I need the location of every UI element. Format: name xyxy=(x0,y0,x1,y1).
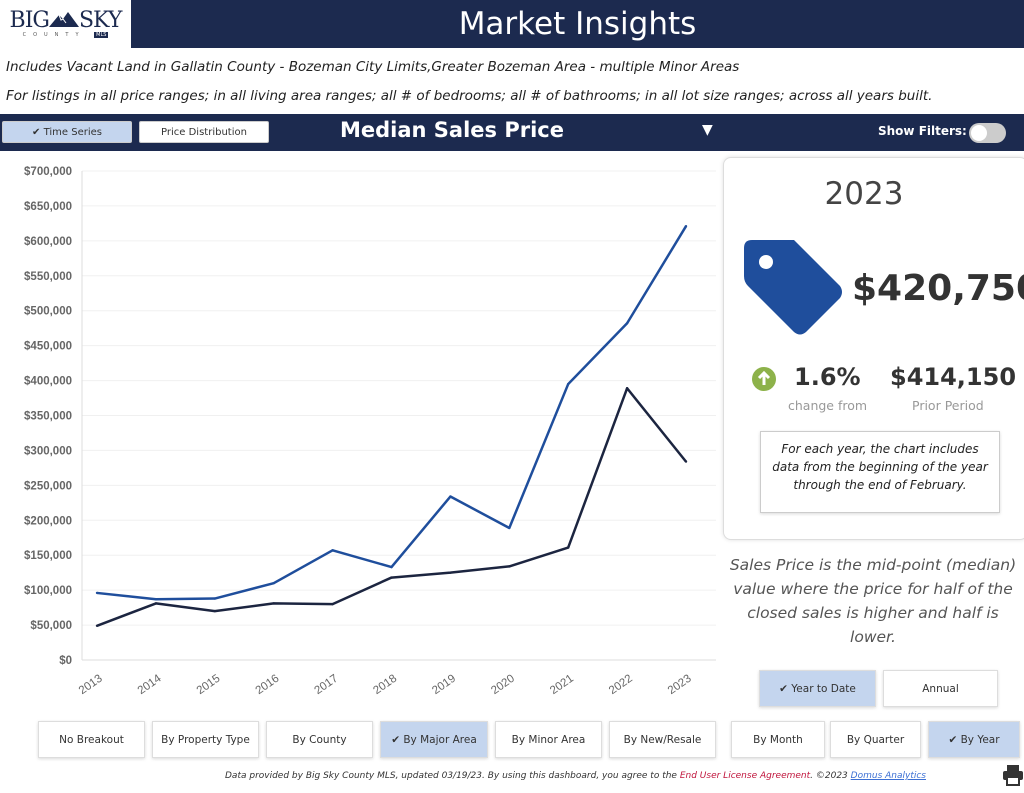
x-tick-label: 2014 xyxy=(136,672,164,697)
prior-caption: Prior Period xyxy=(912,398,984,413)
caret-down-icon[interactable]: ▼ xyxy=(702,122,713,138)
data-point xyxy=(95,591,99,595)
show-filters-toggle[interactable] xyxy=(969,123,1006,143)
x-tick-label: 2019 xyxy=(430,673,458,698)
by-year-button[interactable]: ✔ By Year xyxy=(928,721,1020,758)
by-major-area-button[interactable]: ✔ By Major Area xyxy=(380,721,488,758)
footer-text: Data provided by Big Sky County MLS, upd… xyxy=(225,771,680,781)
logo-mls: MLS xyxy=(94,32,109,38)
y-tick-label: $200,000 xyxy=(24,515,72,527)
by-new-resale-button[interactable]: By New/Resale xyxy=(609,721,716,758)
data-point xyxy=(331,549,334,552)
y-tick-label: $500,000 xyxy=(24,306,72,318)
y-tick-label: $150,000 xyxy=(24,550,72,562)
y-tick-label: $50,000 xyxy=(30,620,72,632)
data-point xyxy=(567,546,570,549)
toolbar: ✔ Time Series Price Distribution Median … xyxy=(0,114,1024,151)
x-tick-label: 2022 xyxy=(607,673,635,698)
x-tick-label: 2020 xyxy=(489,673,517,698)
by-property-type-button[interactable]: By Property Type xyxy=(152,721,259,758)
subtitle-areas: Includes Vacant Land in Gallatin County … xyxy=(6,59,740,75)
summary-card: 2023 $420,750 1.6% $414,150 change from … xyxy=(723,157,1024,540)
y-tick-label: $350,000 xyxy=(24,411,72,423)
data-point xyxy=(684,224,688,228)
time-series-button[interactable]: ✔ Time Series xyxy=(2,121,132,143)
change-caption: change from xyxy=(788,398,868,413)
eula-link[interactable]: End User License Agreement xyxy=(679,771,811,781)
data-point xyxy=(95,624,99,627)
page-title: Market Insights xyxy=(458,6,697,42)
card-year: 2023 xyxy=(824,176,904,212)
change-percent: 1.6% xyxy=(794,363,861,391)
data-point xyxy=(390,576,393,579)
y-tick-label: $450,000 xyxy=(24,341,72,353)
y-tick-label: $650,000 xyxy=(24,201,72,213)
metric-description: Sales Price is the mid-point (median) va… xyxy=(729,556,1017,646)
data-point xyxy=(449,495,452,498)
data-point xyxy=(625,387,629,390)
metric-select[interactable]: Median Sales Price xyxy=(340,118,564,142)
median-price-value: $420,750 xyxy=(852,268,1024,309)
x-tick-label: 2017 xyxy=(312,673,340,698)
x-tick-label: 2023 xyxy=(666,673,694,698)
x-tick-label: 2015 xyxy=(195,673,223,698)
footer-copyright: . ©2023 xyxy=(810,771,851,781)
by-county-button[interactable]: By County xyxy=(266,721,373,758)
data-point xyxy=(154,598,158,601)
y-tick-label: $600,000 xyxy=(24,236,72,248)
data-point xyxy=(508,565,511,568)
y-tick-label: $700,000 xyxy=(24,166,72,178)
data-point xyxy=(625,322,629,325)
y-tick-label: $550,000 xyxy=(24,271,72,283)
period-note: For each year, the chart includes data f… xyxy=(760,431,1000,513)
x-tick-label: 2013 xyxy=(77,673,105,698)
series-line-1 xyxy=(96,225,688,601)
data-point xyxy=(684,460,688,463)
print-icon[interactable] xyxy=(1002,764,1024,786)
price-distribution-button[interactable]: Price Distribution xyxy=(139,121,269,143)
annual-button[interactable]: Annual xyxy=(883,670,998,707)
data-point xyxy=(272,581,275,585)
logo-county: COUNTY xyxy=(22,32,86,38)
logo-sky: SKY xyxy=(78,8,122,33)
x-tick-label: 2021 xyxy=(548,673,576,698)
by-quarter-button[interactable]: By Quarter xyxy=(830,721,921,758)
no-breakout-button[interactable]: No Breakout xyxy=(38,721,145,758)
data-point xyxy=(154,602,158,605)
domus-analytics-link[interactable]: Domus Analytics xyxy=(850,771,926,781)
footer: Data provided by Big Sky County MLS, upd… xyxy=(225,771,926,781)
arrow-up-circle-icon xyxy=(752,367,776,391)
data-point xyxy=(272,602,275,605)
prior-period-value: $414,150 xyxy=(890,363,1017,391)
x-tick-label: 2018 xyxy=(371,673,399,698)
data-point xyxy=(390,565,393,569)
year-to-date-button[interactable]: ✔ Year to Date xyxy=(759,670,876,707)
mountain-icon xyxy=(48,12,79,27)
line-chart: $0 $50,000 $100,000 $150,000 $200,000 $250,00… xyxy=(24,166,716,698)
data-point xyxy=(508,526,511,530)
y-tick-label: $300,000 xyxy=(24,445,72,457)
data-point xyxy=(449,571,452,574)
show-filters-label: Show Filters: xyxy=(878,124,967,138)
data-point xyxy=(213,597,216,600)
y-tick-label: $400,000 xyxy=(24,376,72,388)
subtitle-filters: For listings in all price ranges; in all… xyxy=(6,88,933,104)
big-sky-logo: BIG SKY COUNTY MLS xyxy=(0,0,131,48)
y-tick-label: $0 xyxy=(59,655,72,667)
logo-big: BIG xyxy=(9,8,50,33)
y-tick-label: $250,000 xyxy=(24,480,72,492)
data-point xyxy=(567,382,570,386)
by-minor-area-button[interactable]: By Minor Area xyxy=(495,721,602,758)
data-point xyxy=(331,602,334,606)
y-tick-label: $100,000 xyxy=(24,585,72,597)
header-bar xyxy=(0,0,1024,48)
by-month-button[interactable]: By Month xyxy=(731,721,825,758)
data-point xyxy=(213,609,216,613)
x-tick-label: 2016 xyxy=(254,673,282,698)
price-tag-icon xyxy=(744,240,842,335)
